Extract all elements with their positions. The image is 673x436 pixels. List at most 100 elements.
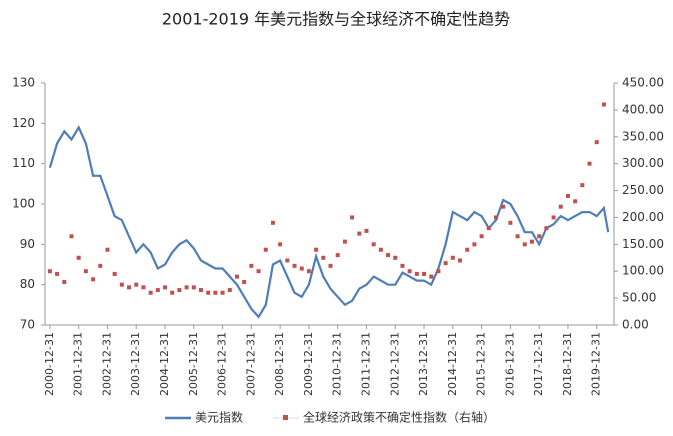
scatter-point bbox=[227, 288, 232, 293]
y2-tick-label: 350.00 bbox=[622, 129, 664, 143]
x-tick-label: 2012-12-31 bbox=[388, 332, 401, 396]
y2-tick-label: 450.00 bbox=[622, 76, 664, 90]
x-tick-label: 2005-12-31 bbox=[187, 332, 200, 396]
x-tick-label: 2002-12-31 bbox=[100, 332, 113, 396]
scatter-point bbox=[234, 274, 239, 279]
x-tick-label: 2004-12-31 bbox=[158, 332, 171, 396]
scatter-point bbox=[198, 288, 203, 293]
scatter-point bbox=[529, 239, 534, 244]
x-tick-label: 2009-12-31 bbox=[302, 332, 315, 396]
scatter-point bbox=[292, 263, 297, 268]
y2-tick-label: 400.00 bbox=[622, 102, 664, 116]
x-tick-label: 2003-12-31 bbox=[129, 332, 142, 396]
scatter-point bbox=[83, 269, 88, 274]
scatter-point bbox=[328, 263, 333, 268]
y-tick-label: 130 bbox=[12, 76, 35, 90]
x-tick-label: 2008-12-31 bbox=[273, 332, 286, 396]
y2-tick-label: 50.00 bbox=[622, 291, 656, 305]
scatter-point bbox=[386, 253, 391, 258]
scatter-point bbox=[364, 228, 369, 233]
scatter-point bbox=[134, 282, 139, 287]
scatter-point bbox=[321, 255, 326, 260]
scatter-point bbox=[220, 290, 225, 295]
scatter-point bbox=[378, 247, 383, 252]
x-tick-label: 2011-12-31 bbox=[359, 332, 372, 396]
scatter-point bbox=[170, 290, 175, 295]
scatter-point bbox=[285, 258, 290, 263]
y2-tick-label: 0.00 bbox=[622, 318, 649, 332]
x-tick-label: 2010-12-31 bbox=[331, 332, 344, 396]
scatter-point bbox=[443, 261, 448, 266]
scatter-point bbox=[458, 258, 463, 263]
scatter-point bbox=[580, 183, 585, 188]
scatter-point bbox=[357, 231, 362, 236]
scatter-point bbox=[314, 247, 319, 252]
x-tick-label: 2013-12-31 bbox=[417, 332, 430, 396]
y2-tick-label: 200.00 bbox=[622, 210, 664, 224]
y-tick-label: 100 bbox=[12, 197, 35, 211]
scatter-point bbox=[256, 269, 261, 274]
scatter-point bbox=[242, 279, 247, 284]
scatter-point bbox=[501, 204, 506, 209]
scatter-point bbox=[393, 255, 398, 260]
scatter-point bbox=[342, 239, 347, 244]
line-series bbox=[48, 125, 610, 319]
scatter-point bbox=[508, 220, 513, 225]
scatter-point bbox=[62, 279, 67, 284]
scatter-point bbox=[299, 266, 304, 271]
scatter-point bbox=[587, 161, 592, 166]
x-tick-label: 2006-12-31 bbox=[216, 332, 229, 396]
scatter-point bbox=[206, 290, 211, 295]
x-tick-label: 2017-12-31 bbox=[532, 332, 545, 396]
scatter-point bbox=[98, 263, 103, 268]
scatter-point bbox=[465, 247, 470, 252]
scatter-point bbox=[472, 242, 477, 247]
scatter-point bbox=[350, 215, 355, 220]
scatter-point bbox=[558, 204, 563, 209]
legend-label: 美元指数 bbox=[195, 410, 243, 425]
scatter-point bbox=[191, 285, 196, 290]
scatter-point bbox=[436, 269, 441, 274]
x-tick-label: 2001-12-31 bbox=[72, 332, 85, 396]
scatter-point bbox=[119, 282, 124, 287]
x-tick-label: 2007-12-31 bbox=[244, 332, 257, 396]
scatter-point bbox=[565, 193, 570, 198]
y2-tick-label: 250.00 bbox=[622, 183, 664, 197]
scatter-point bbox=[141, 285, 146, 290]
y-tick-label: 70 bbox=[20, 318, 35, 332]
x-tick-label: 2019-12-31 bbox=[590, 332, 603, 396]
y2-tick-label: 300.00 bbox=[622, 156, 664, 170]
scatter-point bbox=[429, 274, 434, 279]
scatter-point bbox=[573, 199, 578, 204]
y-tick-label: 120 bbox=[12, 116, 35, 130]
y-tick-label: 80 bbox=[20, 277, 35, 291]
x-tick-label: 2014-12-31 bbox=[446, 332, 459, 396]
scatter-point bbox=[213, 290, 218, 295]
scatter-point bbox=[112, 271, 117, 276]
scatter-point bbox=[400, 263, 405, 268]
scatter-point bbox=[163, 285, 168, 290]
scatter-point bbox=[278, 242, 283, 247]
scatter-point bbox=[594, 140, 599, 145]
x-tick-label: 2016-12-31 bbox=[503, 332, 516, 396]
scatter-point bbox=[47, 269, 52, 274]
scatter-point bbox=[184, 285, 189, 290]
legend-swatch bbox=[283, 415, 288, 420]
scatter-point bbox=[537, 234, 542, 239]
scatter-point bbox=[479, 234, 484, 239]
scatter-point bbox=[148, 290, 153, 295]
scatter-point bbox=[69, 234, 74, 239]
scatter-point bbox=[105, 247, 110, 252]
scatter-point bbox=[155, 288, 160, 293]
scatter-point bbox=[371, 242, 376, 247]
scatter-point bbox=[422, 271, 427, 276]
scatter-point bbox=[306, 269, 311, 274]
y-tick-label: 110 bbox=[12, 156, 35, 170]
scatter-point bbox=[127, 285, 132, 290]
y-tick-label: 90 bbox=[20, 237, 35, 251]
x-tick-label: 2015-12-31 bbox=[475, 332, 488, 396]
x-tick-label: 2018-12-31 bbox=[561, 332, 574, 396]
scatter-point bbox=[551, 215, 556, 220]
scatter-point bbox=[450, 255, 455, 260]
